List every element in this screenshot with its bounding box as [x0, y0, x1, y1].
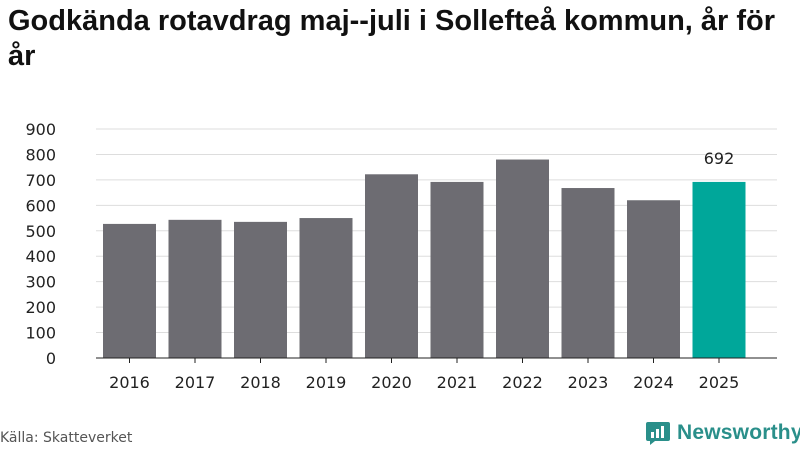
y-tick-label: 500 [25, 222, 56, 241]
x-tick-label: 2020 [371, 373, 412, 392]
chart-title: Godkända rotavdrag maj--juli i Sollefteå… [8, 5, 776, 72]
x-axis-ticks: 2016 2017 2018 2019 2020 2021 2022 2023 2024 2025 [96, 357, 777, 392]
x-tick-label: 2016 [109, 373, 150, 392]
y-tick-label: 200 [25, 298, 56, 317]
y-tick-label: 0 [46, 349, 56, 368]
bar-2019 [299, 218, 353, 358]
x-tick-label: 2023 [568, 373, 609, 392]
bar-2020 [365, 174, 418, 358]
x-tick-label: 2017 [175, 373, 216, 392]
y-tick-label: 300 [25, 273, 56, 292]
data-labels: 692 [704, 149, 735, 168]
y-tick-label: 600 [25, 196, 56, 215]
x-tick-label: 2025 [699, 373, 740, 392]
y-tick-label: 100 [25, 324, 56, 343]
y-tick-label: 800 [25, 145, 56, 164]
y-axis-ticks: 0 100 200 300 400 500 600 700 800 900 [25, 120, 56, 368]
bar-2023 [561, 188, 615, 358]
bar-2025 [692, 181, 746, 358]
bars [103, 159, 746, 358]
y-tick-label: 900 [25, 120, 56, 139]
bar-2021 [430, 181, 484, 358]
data-label: 692 [704, 149, 735, 168]
brand-logo[interactable]: Newsworthy [645, 420, 800, 446]
brand-name: Newsworthy [677, 421, 800, 444]
bar-2016 [103, 223, 156, 358]
bar-2024 [627, 200, 680, 358]
x-tick-label: 2022 [502, 373, 543, 392]
bar-2017 [168, 219, 222, 358]
x-tick-label: 2021 [437, 373, 478, 392]
bar-2022 [496, 159, 549, 358]
y-tick-label: 400 [25, 247, 56, 266]
y-tick-label: 700 [25, 171, 56, 190]
x-tick-label: 2018 [240, 373, 281, 392]
x-tick-label: 2019 [306, 373, 347, 392]
source-note: Källa: Skatteverket [0, 430, 133, 446]
x-tick-label: 2024 [633, 373, 674, 392]
bar-2018 [234, 221, 287, 358]
newsworthy-logo-icon [646, 422, 670, 445]
